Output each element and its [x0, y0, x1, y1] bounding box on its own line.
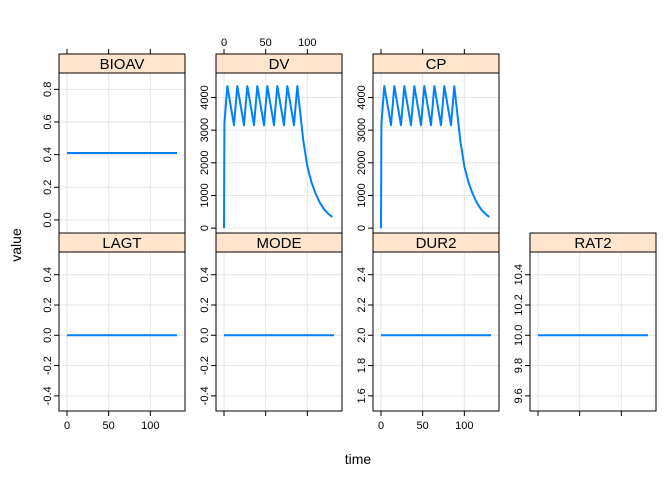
y-tick-label: 4000	[356, 85, 368, 109]
y-tick-label: 0.2	[199, 297, 211, 312]
y-tick-label: 3000	[356, 118, 368, 142]
strip-background	[529, 232, 657, 253]
x-tick-label: 50	[103, 420, 115, 432]
strip-label: MODE	[257, 235, 302, 252]
y-tick-label: 0.0	[42, 212, 54, 227]
x-tick-label: 0	[221, 37, 227, 49]
x-tick-label: 0	[64, 420, 70, 432]
y-tick-label: 0.8	[42, 82, 54, 97]
panel-frame	[215, 251, 343, 412]
y-tick-label: 0	[199, 225, 211, 231]
y-tick-label: 0.2	[42, 180, 54, 195]
strip-background	[372, 232, 500, 253]
y-tick-label: 0.0	[199, 328, 211, 343]
panel-cp: CP 0 1000 2000 3000 4000	[356, 49, 500, 234]
y-tick-label: 0.2	[42, 297, 54, 312]
series-line-dv	[223, 85, 333, 229]
y-tick-label: -0.4	[199, 386, 211, 405]
y-tick-label: 1000	[356, 183, 368, 207]
y-tick-label: 9.6	[513, 388, 525, 403]
panel-frame	[372, 251, 500, 412]
panel-frame	[529, 251, 657, 412]
y-tick-label: 10.0	[513, 325, 525, 346]
y-tick-label: 2000	[356, 151, 368, 175]
strip-label: CP	[426, 56, 447, 73]
x-tick-label: 100	[141, 420, 159, 432]
y-tick-label: -0.2	[199, 356, 211, 375]
strip-background	[58, 232, 186, 253]
x-tick-label: 50	[417, 420, 429, 432]
x-tick-label: 0	[378, 420, 384, 432]
panel-dv: DV 0 1000 2000 3000 4000 0 50 100	[199, 37, 343, 234]
y-tick-label: 2.2	[356, 297, 368, 312]
panel-rat2: RAT2 9.6 9.8 10.0 10.2 10.4	[513, 232, 657, 416]
y-tick-label: 3000	[199, 118, 211, 142]
panel-mode: MODE -0.4 -0.2 0.0 0.2 0.4	[199, 232, 343, 416]
panel-frame	[58, 251, 186, 412]
y-tick-label: 2000	[199, 151, 211, 175]
series-line-cp	[380, 85, 490, 229]
strip-label: RAT2	[574, 235, 611, 252]
x-axis-title: time	[345, 451, 372, 467]
panels-group: BIOAV0.00.20.40.60.8DV010002000300040000…	[42, 37, 657, 432]
strip-label: LAGT	[102, 235, 141, 252]
y-tick-label: 0.4	[42, 147, 54, 162]
y-tick-label: 0.4	[42, 267, 54, 282]
x-tick-label: 100	[455, 420, 473, 432]
panel-bioav: BIOAV 0.0 0.2 0.4 0.6 0.8	[42, 49, 186, 234]
y-tick-label: 0.4	[199, 267, 211, 282]
y-tick-label: 1.6	[356, 388, 368, 403]
x-tick-label: 100	[298, 37, 316, 49]
y-tick-label: 1000	[199, 183, 211, 207]
x-tick-label: 50	[260, 37, 272, 49]
y-axis-title: value	[8, 228, 24, 262]
panel-lagt: LAGT -0.4 -0.2 0.0 0.2 0.4 0 50 100	[42, 232, 186, 432]
strip-label: BIOAV	[100, 56, 145, 73]
y-tick-label: -0.2	[42, 356, 54, 375]
y-tick-label: -0.4	[42, 386, 54, 405]
strip-label: DUR2	[416, 235, 457, 252]
strip-background	[215, 232, 343, 253]
strip-background	[372, 53, 500, 74]
y-tick-label: 2.4	[356, 267, 368, 282]
strip-background	[215, 53, 343, 74]
y-tick-label: 0	[356, 225, 368, 231]
panel-dur2: DUR2 1.6 1.8 2.0 2.2 2.4 0 50 100	[356, 232, 500, 432]
y-tick-label: 9.8	[513, 358, 525, 373]
y-tick-label: 1.8	[356, 358, 368, 373]
strip-label: DV	[269, 56, 290, 73]
y-tick-label: 10.2	[513, 294, 525, 315]
y-tick-label: 10.4	[513, 264, 525, 285]
y-tick-label: 2.0	[356, 328, 368, 343]
y-tick-label: 0.6	[42, 114, 54, 129]
y-tick-label: 4000	[199, 85, 211, 109]
strip-background	[58, 53, 186, 74]
y-tick-label: 0.0	[42, 328, 54, 343]
